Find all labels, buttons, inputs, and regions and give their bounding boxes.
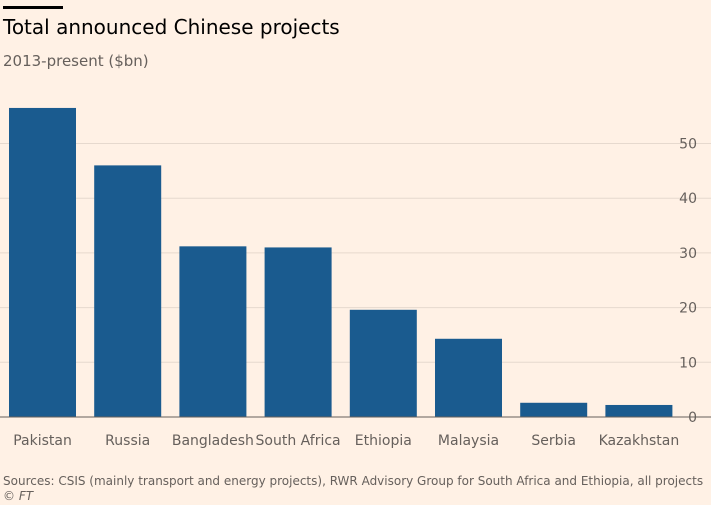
bar-malaysia: [435, 338, 502, 417]
y-tick-label: 50: [679, 137, 697, 153]
x-tick-label: Kazakhstan: [599, 433, 680, 449]
y-tick-label: 40: [679, 191, 697, 207]
x-tick-label: Ethiopia: [355, 433, 412, 449]
y-tick-label: 0: [688, 410, 697, 426]
x-tick-label: Bangladesh: [172, 433, 254, 449]
x-tick-label: Malaysia: [438, 433, 499, 449]
y-tick-label: 20: [679, 301, 697, 317]
y-tick-label: 30: [679, 246, 697, 262]
chart-subtitle: 2013-present ($bn): [3, 52, 149, 70]
chart-title: Total announced Chinese projects: [3, 15, 340, 39]
y-tick-label: 10: [679, 355, 697, 371]
bars: [9, 107, 673, 417]
x-tick-label: Serbia: [531, 433, 576, 449]
bar-kazakhstan: [605, 404, 673, 417]
bar-bangladesh: [179, 246, 247, 417]
bar-chart: 0 10 20 30 40 50 Pakistan Russia Bangladesh Sout…: [0, 107, 711, 449]
x-tick-label: South Africa: [256, 433, 341, 449]
x-tick-label: Pakistan: [13, 433, 72, 449]
bar-ethiopia: [349, 309, 417, 417]
source-note: Sources: CSIS (mainly transport and ener…: [3, 474, 704, 488]
brand-bar: [3, 6, 63, 9]
y-tick-labels: 0 10 20 30 40 50: [679, 137, 697, 427]
bar-russia: [94, 165, 162, 417]
copyright-note: © FT: [3, 489, 34, 503]
bar-serbia: [520, 402, 588, 417]
bar-pakistan: [9, 107, 76, 417]
bar-south-africa: [264, 247, 332, 417]
x-tick-label: Russia: [105, 433, 150, 449]
x-tick-labels: Pakistan Russia Bangladesh South Africa Ethi…: [13, 433, 679, 449]
